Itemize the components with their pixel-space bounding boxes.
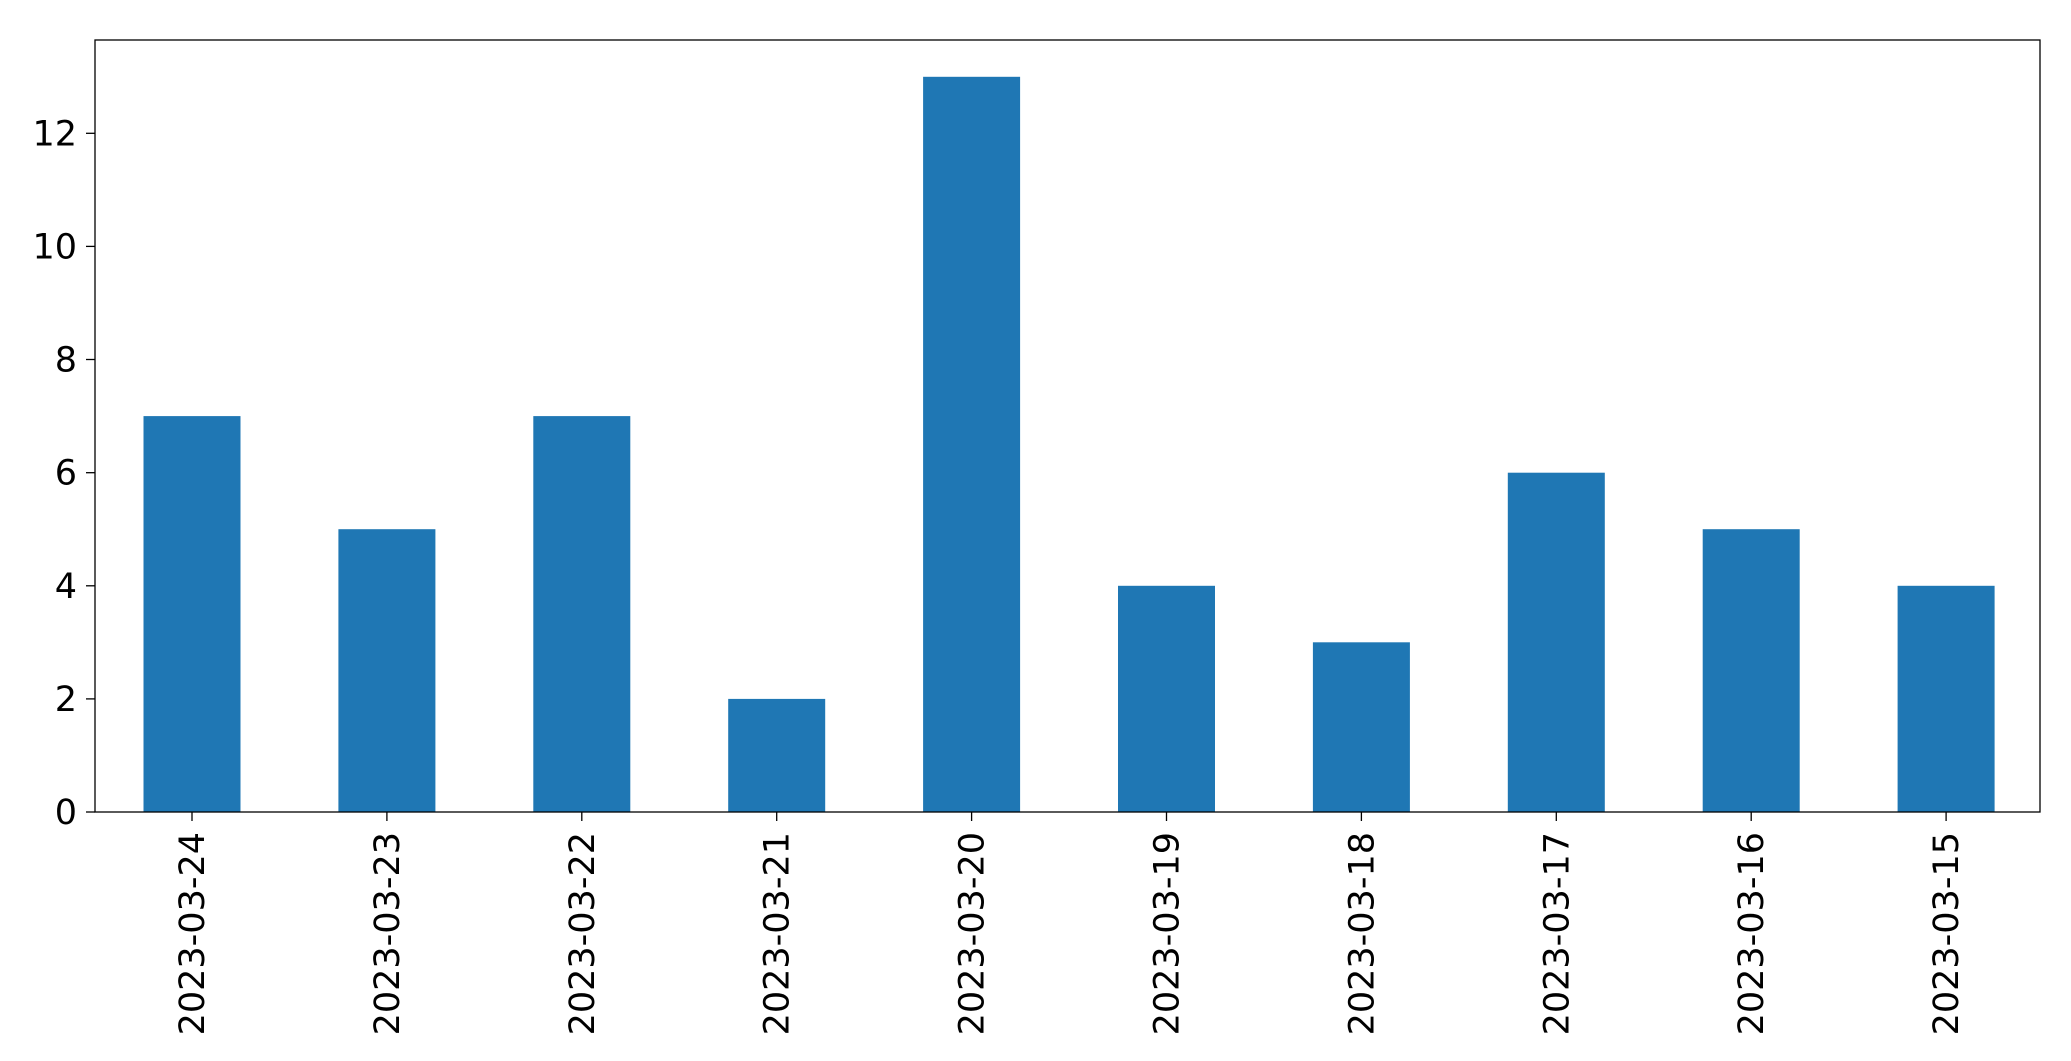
- x-tick-label: 2023-03-19: [1148, 832, 1188, 1035]
- x-tick-label: 2023-03-15: [1927, 832, 1967, 1035]
- y-axis: 0 2 4 6 8 10 12: [32, 114, 95, 833]
- x-tick-label: 2023-03-24: [173, 832, 213, 1035]
- x-axis: 2023-03-24 2023-03-23 2023-03-22 2023-03-21…: [173, 812, 1967, 1035]
- y-tick-label: 4: [55, 567, 77, 607]
- y-tick-label: 12: [32, 114, 77, 154]
- bar-2023-03-15: [1897, 585, 1995, 812]
- x-tick-label: 2023-03-22: [563, 832, 603, 1035]
- bars-group: [143, 76, 1995, 813]
- x-tick-label: 2023-03-17: [1537, 832, 1577, 1035]
- bar-2023-03-24: [143, 416, 241, 812]
- bar-2023-03-19: [1118, 585, 1215, 812]
- plot-frame: [94, 39, 2041, 813]
- y-tick-label: 8: [55, 341, 77, 381]
- bar-2023-03-18: [1312, 642, 1410, 812]
- bar-2023-03-23: [338, 529, 436, 812]
- bar-2023-03-17: [1507, 472, 1605, 812]
- bar-2023-03-21: [728, 698, 826, 812]
- y-tick-label: 10: [32, 227, 77, 267]
- bar-2023-03-22: [533, 416, 631, 812]
- bar-2023-03-16: [1702, 529, 1800, 812]
- y-tick-label: 2: [55, 680, 77, 720]
- x-tick-label: 2023-03-16: [1732, 832, 1772, 1035]
- y-tick-label: 0: [55, 793, 77, 833]
- x-tick-label: 2023-03-20: [953, 832, 993, 1035]
- x-tick-label: 2023-03-23: [368, 832, 408, 1035]
- y-tick-label: 6: [55, 454, 77, 494]
- x-tick-label: 2023-03-21: [758, 832, 798, 1035]
- bar-2023-03-20: [923, 76, 1021, 813]
- x-tick-label: 2023-03-18: [1342, 832, 1382, 1035]
